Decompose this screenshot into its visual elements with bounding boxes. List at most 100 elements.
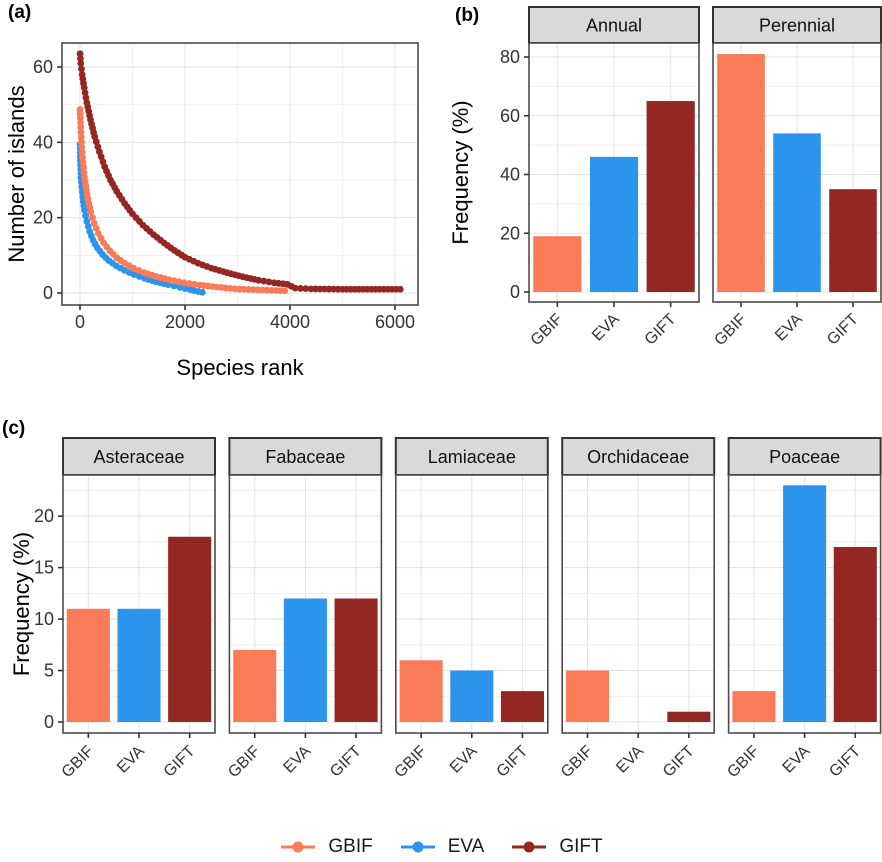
y-tick-label: 60 [500, 106, 520, 126]
y-tick-label: 15 [34, 558, 54, 578]
data-point [181, 285, 189, 292]
data-point [81, 206, 88, 214]
panel-b: Annual 0 20 40 60 80 GBIF EVA GIFT Perennial GBIF E… [448, 6, 882, 350]
legend-item-eva: EVA [399, 836, 484, 858]
bar-gbif-orchidaceae [566, 670, 610, 722]
y-axis-title: Frequency (%) [9, 532, 34, 676]
facet-strip-label: Annual [586, 16, 642, 36]
data-point [82, 212, 90, 220]
y-tick-label: 5 [44, 661, 54, 681]
bar-gift-lamiaceae [500, 691, 544, 722]
data-point [77, 123, 85, 131]
data-point [185, 280, 193, 287]
x-category-label: EVA [114, 743, 148, 777]
bar-eva-annual [589, 156, 639, 292]
bar-gift-perennial [829, 189, 877, 292]
bar-eva-lamiaceae [450, 670, 494, 722]
x-tick-label: 2000 [165, 312, 205, 332]
legend-label: GIFT [559, 836, 603, 857]
y-axis-title: Number of islands [4, 85, 29, 262]
panel-b-label: (b) [455, 5, 480, 26]
data-point [78, 138, 85, 146]
y-axis-title: Frequency (%) [448, 100, 473, 244]
data-point [79, 159, 87, 166]
facet-strip [561, 437, 716, 476]
x-category-label: GIFT [161, 743, 199, 781]
legend-key-dot [523, 841, 535, 853]
legend-item-gift: GIFT [510, 836, 603, 858]
bar-gbif-lamiaceae [399, 660, 443, 722]
panel-a: 0 20 40 60 0 2000 4000 6000 Number of islands Spe… [4, 42, 419, 380]
x-tick-label: 0 [75, 312, 85, 332]
x-category-label: GIFT [826, 743, 864, 781]
x-category-label: GBIF [59, 743, 98, 782]
data-point [191, 280, 198, 288]
x-category-label: GBIF [711, 311, 750, 350]
x-tick-label: 6000 [375, 312, 415, 332]
data-point [135, 267, 143, 274]
x-category-label: GBIF [528, 311, 567, 350]
data-point [302, 285, 310, 293]
data-point [396, 285, 404, 293]
legend-key-dot [412, 841, 424, 853]
bar-gbif-perennial [717, 54, 765, 292]
y-tick-label: 0 [43, 283, 53, 303]
bar-gift-poaceae [833, 547, 877, 722]
data-point [130, 264, 137, 272]
bar-gbif-fabaceae [233, 649, 277, 722]
x-category-label: GIFT [824, 311, 862, 349]
data-point [81, 89, 89, 97]
bar-gift-orchidaceae [667, 711, 711, 722]
y-tick-label: 60 [33, 57, 53, 77]
x-category-label: GBIF [225, 743, 264, 782]
x-category-label: EVA [447, 743, 481, 777]
x-category-label: GIFT [642, 311, 680, 349]
legend-key-eva-icon [400, 841, 435, 853]
data-point [89, 214, 96, 222]
panel-a-border [61, 42, 419, 306]
facet-strip-label: Orchidaceae [587, 447, 689, 467]
y-tick-label: 20 [33, 208, 53, 228]
data-point [176, 283, 184, 291]
series-gbif [76, 106, 289, 295]
bar-eva-perennial [773, 133, 821, 292]
data-point [255, 276, 262, 284]
data-point [82, 94, 90, 102]
bar-gbif-asteraceae [66, 608, 110, 722]
bar-eva-asteraceae [117, 608, 161, 722]
data-point [135, 273, 143, 280]
y-tick-label: 80 [500, 47, 520, 67]
bar-gift-fabaceae [334, 598, 378, 722]
data-point [78, 143, 86, 151]
data-point [78, 65, 85, 73]
facet-strip-label: Asteraceae [93, 447, 184, 467]
x-category-label: GIFT [327, 743, 365, 781]
y-tick-label: 20 [500, 223, 520, 243]
x-category-label: EVA [780, 743, 814, 777]
data-point [80, 164, 87, 171]
series-gift [76, 50, 404, 293]
x-category-label: GBIF [392, 743, 431, 782]
data-point [77, 128, 85, 136]
bar-eva-poaceae [783, 485, 827, 722]
facet-strip [62, 437, 216, 476]
data-point [77, 133, 85, 141]
panel-c: Asteraceae 0 5 10 15 20 GBIF EVA GIFT Fabaceae GBI… [9, 437, 882, 782]
legend-key-gbif-icon [281, 841, 316, 853]
data-point [90, 219, 98, 227]
facet-strip-label: Perennial [759, 16, 835, 36]
facet-strip-label: Fabaceae [265, 447, 345, 467]
data-point [198, 288, 206, 296]
x-category-label: GIFT [494, 743, 532, 781]
data-point [78, 148, 86, 156]
facet-strip [712, 6, 882, 44]
data-point [77, 59, 85, 67]
data-point [92, 225, 100, 232]
data-point [291, 284, 299, 292]
x-category-label: EVA [280, 743, 314, 777]
legend: GBIF EVA GIFT [0, 833, 882, 861]
y-tick-label: 0 [510, 282, 520, 302]
panel-a-label: (a) [8, 2, 32, 23]
data-point [260, 277, 268, 285]
